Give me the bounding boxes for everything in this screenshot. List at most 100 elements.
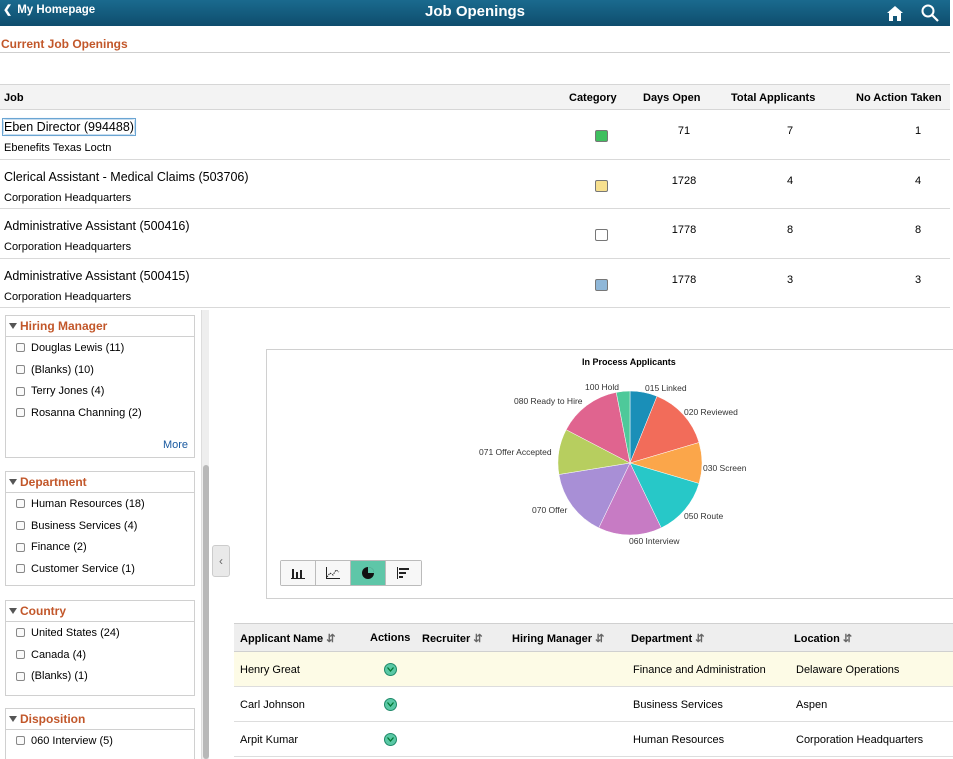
pie-slice[interactable]	[558, 462, 631, 529]
col-location[interactable]: Location ⇵	[794, 633, 853, 645]
checkbox[interactable]	[16, 736, 25, 746]
filter-option[interactable]: Finance (2)	[6, 536, 194, 558]
days-open: 1778	[671, 224, 697, 236]
home-icon[interactable]	[884, 2, 906, 24]
pie-slice[interactable]	[598, 462, 662, 536]
section-title: Current Job Openings	[1, 37, 128, 51]
checkbox[interactable]	[16, 343, 25, 353]
applicant-name[interactable]: Arpit Kumar	[240, 734, 299, 746]
pie-slice[interactable]	[615, 390, 631, 464]
more-link[interactable]: More	[162, 438, 188, 451]
no-action-taken: 3	[914, 273, 922, 286]
back-label: My Homepage	[17, 3, 96, 16]
job-title-link[interactable]: Administrative Assistant (500415)	[4, 268, 190, 283]
job-title-link[interactable]: Eben Director (994488)	[2, 118, 136, 136]
top-bar: ❮ My Homepage Job Openings	[0, 0, 950, 26]
col-job: Job	[4, 92, 24, 104]
slice-label: 100 Hold	[585, 382, 620, 392]
line-chart-button[interactable]	[316, 561, 351, 585]
applicants-table: Applicant Name ⇵ Actions Recruiter ⇵ Hir…	[234, 623, 953, 757]
slice-label: 071 Offer Accepted	[479, 447, 552, 457]
table-row[interactable]: Henry Great Finance and Administration D…	[234, 652, 953, 687]
horizontal-bar-button[interactable]	[386, 561, 421, 585]
filter-country: Country United States (24) Canada (4) (B…	[5, 600, 195, 697]
col-applicant-name[interactable]: Applicant Name ⇵	[240, 633, 336, 645]
table-row[interactable]: Carl Johnson Business Services Aspen	[234, 687, 953, 722]
option-label: Finance (2)	[31, 541, 87, 554]
checkbox[interactable]	[16, 650, 25, 660]
option-label: United States (24)	[31, 626, 120, 639]
applicant-name[interactable]: Carl Johnson	[240, 699, 305, 711]
table-row[interactable]: Arpit Kumar Human Resources Corporation …	[234, 722, 953, 757]
scrollbar-thumb[interactable]	[203, 465, 209, 759]
filter-option[interactable]: Douglas Lewis (11)	[6, 337, 194, 359]
filter-option[interactable]: Canada (4)	[6, 644, 194, 666]
checkbox[interactable]	[16, 542, 25, 552]
checkbox[interactable]	[16, 408, 25, 418]
pie-slice[interactable]	[565, 392, 631, 464]
divider	[0, 52, 950, 53]
line-chart-icon	[326, 567, 340, 579]
table-row[interactable]: Administrative Assistant (500416) Corpor…	[0, 209, 950, 259]
filter-header[interactable]: Disposition	[6, 709, 194, 730]
filter-header[interactable]: Country	[6, 601, 194, 622]
filter-option[interactable]: Rosanna Channing (2)	[6, 402, 194, 424]
actions-chevron-icon[interactable]	[384, 698, 397, 711]
pie-chart-button[interactable]	[351, 561, 386, 585]
chart-panel: In Process Applicants 015 Linked 020 Rev…	[266, 349, 953, 599]
slice-label: 020 Reviewed	[684, 407, 738, 417]
checkbox[interactable]	[16, 521, 25, 531]
filter-option[interactable]: Business Services (4)	[6, 515, 194, 537]
pie-slice[interactable]	[629, 462, 700, 529]
no-action-taken: 4	[914, 174, 922, 187]
chevron-left-icon: ❮	[3, 4, 13, 16]
pie-slice[interactable]	[629, 395, 700, 464]
checkbox[interactable]	[16, 365, 25, 375]
job-location: Corporation Headquarters	[4, 191, 132, 204]
job-title-link[interactable]: Clerical Assistant - Medical Claims (503…	[4, 169, 249, 184]
bar-chart-button[interactable]	[281, 561, 316, 585]
filter-option[interactable]: Customer Service (1)	[6, 558, 194, 580]
option-label: 060 Interview (5)	[31, 734, 113, 747]
checkbox[interactable]	[16, 628, 25, 638]
filter-header[interactable]: Department	[6, 472, 194, 493]
filter-header[interactable]: Hiring Manager	[6, 316, 194, 337]
total-applicants: 4	[786, 174, 794, 187]
table-row[interactable]: Administrative Assistant (500415) Corpor…	[0, 259, 950, 308]
actions-chevron-icon[interactable]	[384, 663, 397, 676]
days-open: 1778	[671, 273, 697, 286]
actions-chevron-icon[interactable]	[384, 733, 397, 746]
search-icon[interactable]	[919, 2, 941, 24]
table-row[interactable]: Eben Director (994488) Ebenefits Texas L…	[0, 110, 950, 160]
col-hiring-manager[interactable]: Hiring Manager ⇵	[512, 633, 605, 645]
no-action-taken: 8	[914, 224, 922, 236]
location: Aspen	[796, 699, 828, 711]
caret-down-icon	[9, 716, 17, 722]
slice-label: 050 Route	[684, 511, 724, 521]
filter-hiring-manager: Hiring Manager Douglas Lewis (11) (Blank…	[5, 315, 195, 458]
checkbox[interactable]	[16, 386, 25, 396]
checkbox[interactable]	[16, 499, 25, 509]
filter-option[interactable]: 060 Interview (5)	[6, 730, 194, 752]
back-button[interactable]: ❮ My Homepage	[3, 3, 96, 17]
collapse-panel-button[interactable]: ‹	[212, 545, 230, 577]
applicant-name[interactable]: Henry Great	[240, 664, 300, 676]
filter-option[interactable]: United States (24)	[6, 622, 194, 644]
col-department[interactable]: Department ⇵	[631, 633, 705, 645]
col-recruiter[interactable]: Recruiter ⇵	[422, 633, 483, 645]
table-row[interactable]: Clerical Assistant - Medical Claims (503…	[0, 160, 950, 209]
filter-scrollbar[interactable]	[201, 310, 209, 759]
filter-title: Disposition	[20, 712, 86, 726]
filter-option[interactable]: Terry Jones (4)	[6, 380, 194, 402]
caret-down-icon	[9, 479, 17, 485]
caret-down-icon	[9, 323, 17, 329]
filter-option[interactable]: (Blanks) (1)	[6, 665, 194, 687]
checkbox[interactable]	[16, 564, 25, 574]
job-title-link[interactable]: Administrative Assistant (500416)	[4, 219, 190, 233]
col-total-applicants: Total Applicants	[731, 92, 816, 104]
checkbox[interactable]	[16, 671, 25, 681]
option-label: Customer Service (1)	[31, 562, 135, 575]
slice-label: 060 Interview	[629, 536, 680, 546]
filter-option[interactable]: Human Resources (18)	[6, 493, 194, 515]
filter-option[interactable]: (Blanks) (10)	[6, 359, 194, 381]
